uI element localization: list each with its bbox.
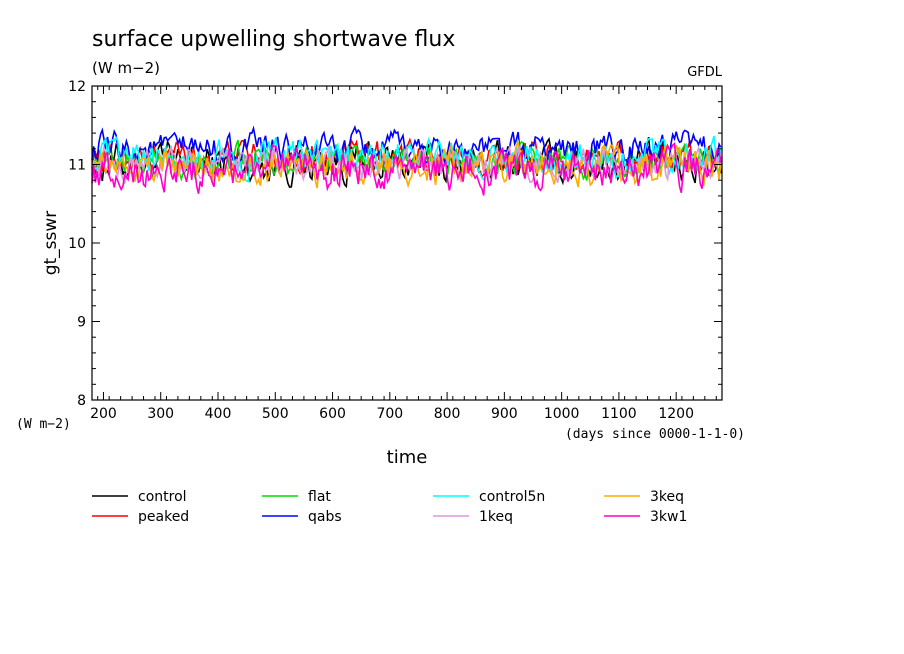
legend-label-qabs: qabs [308, 509, 342, 525]
y-tick-label: 8 [77, 393, 86, 409]
x-tick-label: 500 [262, 406, 289, 422]
x-tick-label: 1200 [658, 406, 694, 422]
legend-label-peaked: peaked [138, 509, 189, 525]
x-tick-label: 300 [147, 406, 174, 422]
x-axis-label: time [387, 447, 428, 468]
x-tick-label: 900 [491, 406, 518, 422]
legend: control peaked flat qabs control5n 1keq 3keq 3k… [92, 489, 687, 525]
y-tick-label: 10 [68, 236, 86, 252]
series-layer [91, 124, 722, 196]
legend-label-1keq: 1keq [479, 509, 513, 525]
x-units-label: (days since 0000-1-1-0) [565, 427, 745, 442]
legend-label-3keq: 3keq [650, 489, 684, 505]
legend-label-control: control [138, 489, 187, 505]
plot-area [92, 86, 722, 400]
chart-units: (W m−2) [92, 59, 160, 77]
tick-layer: 200 300 400 500 600 700 800 900 1000 1100 1200 8 9 10… [68, 79, 722, 422]
y-tick-label: 9 [77, 315, 86, 331]
x-tick-label: 400 [205, 406, 232, 422]
y-axis-label: gt_sswr [41, 211, 61, 276]
y-tick-label: 11 [68, 158, 86, 174]
legend-label-control5n: control5n [479, 489, 545, 505]
source-label: GFDL [687, 65, 723, 80]
chart-title: surface upwelling shortwave flux [92, 27, 455, 52]
y-tick-label: 12 [68, 79, 86, 95]
y-units-corner: (W m−2) [16, 417, 71, 432]
x-tick-label: 600 [319, 406, 346, 422]
series-line-3keq [91, 139, 722, 189]
x-tick-label: 1100 [601, 406, 637, 422]
x-tick-label: 700 [376, 406, 403, 422]
x-tick-label: 1000 [544, 406, 580, 422]
x-tick-label: 200 [90, 406, 117, 422]
series-line-3kw1 [91, 141, 722, 196]
legend-label-flat: flat [308, 489, 331, 505]
legend-label-3kw1: 3kw1 [650, 509, 687, 525]
x-tick-label: 800 [434, 406, 461, 422]
